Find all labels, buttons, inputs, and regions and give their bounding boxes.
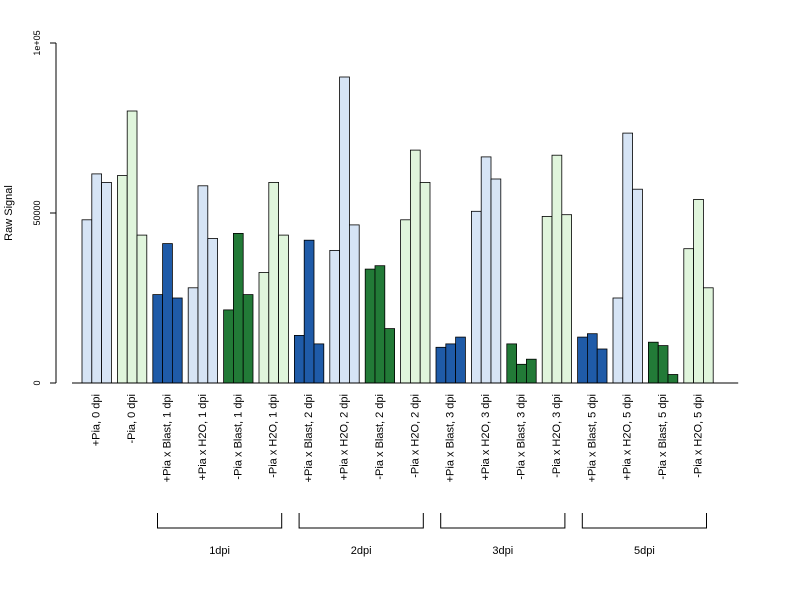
y-tick-label: 0 [32,380,42,385]
bar [197,185,209,384]
group-bracket-label: 1dpi [209,545,230,557]
bar [526,358,537,384]
x-tick-label: -Pia x H2O, 2 dpi [409,394,421,478]
bar [242,294,254,384]
x-tick-label: +Pia x H2O, 5 dpi [622,394,634,481]
x-tick-label: +Pia x H2O, 1 dpi [197,394,209,481]
bar [683,248,694,384]
y-axis-label: Raw Signal [3,185,15,241]
bar [81,219,93,384]
group-bracket [298,513,424,529]
bar [117,175,128,384]
bar [136,234,148,384]
x-tick-label: -Pia x Blast, 3 dpi [516,394,528,480]
bar [612,297,624,384]
bar [278,234,289,384]
bar [91,173,103,384]
x-tick-label: +Pia x Blast, 2 dpi [303,394,315,482]
bar [152,294,164,384]
x-tick-label: +Pia x H2O, 3 dpi [480,394,492,481]
bars [81,76,714,384]
x-tick-label: +Pia, 0 dpi [91,394,103,446]
bar [632,188,643,384]
bar [101,181,112,384]
group-brackets: 1dpi 2dpi 3dpi 5dpi [157,513,707,557]
group-bracket-label: 2dpi [351,545,372,557]
bar [374,265,386,384]
bar [293,334,305,384]
x-tick-label: +Pia x Blast, 5 dpi [586,394,598,482]
bar [207,238,219,384]
bar [703,287,714,384]
bar [419,181,431,384]
x-tick-label: -Pia x Blast, 5 dpi [657,394,669,480]
bar [329,249,340,384]
bar [667,374,679,384]
bar [657,345,669,384]
bar [516,363,527,384]
bar [364,268,376,384]
bar [187,287,199,384]
bar [480,156,492,384]
group-bracket [157,513,283,529]
bar [303,239,315,384]
x-tick-label: +Pia x Blast, 1 dpi [162,394,174,482]
x-tick-label: -Pia x H2O, 5 dpi [693,394,705,478]
bar [171,297,183,384]
group-bracket-label: 5dpi [634,545,655,557]
bar [435,346,447,384]
bar [577,336,588,384]
y-tick-label: 50000 [32,200,42,225]
x-tick-label: -Pia, 0 dpi [126,394,138,444]
x-tick-label: -Pia x Blast, 2 dpi [374,394,386,480]
x-tick-label: -Pia x Blast, 1 dpi [232,394,244,480]
bar [400,219,411,384]
bar [648,341,659,384]
group-bracket [440,513,566,529]
bar [551,154,563,384]
bar [126,110,138,384]
group-bracket [581,513,707,529]
bar [268,181,279,384]
bar [596,348,608,384]
group-bracket-label: 3dpi [492,545,513,557]
bar [409,149,421,384]
bar [470,210,482,384]
bar [506,343,517,384]
x-tick-label: -Pia x H2O, 3 dpi [551,394,563,478]
bar [258,272,270,384]
bar [561,214,572,384]
y-axis: 0 50000 1e+05 [32,30,57,386]
bar [455,336,466,384]
bar [313,343,325,384]
x-tick-label: -Pia x H2O, 1 dpi [268,394,280,478]
bar [587,333,598,384]
bar [348,224,360,384]
bar [445,343,456,384]
y-tick-label: 1e+05 [32,30,42,55]
bar [339,76,350,384]
bar [232,232,244,384]
bar [541,215,553,384]
bar [490,178,502,384]
bar [162,243,173,384]
x-tick-label: +Pia x H2O, 2 dpi [339,394,351,481]
bar [223,309,234,384]
bar [384,328,395,384]
bar [693,198,704,384]
bar [622,132,633,384]
x-tick-label: +Pia x Blast, 3 dpi [445,394,457,482]
x-tick-labels: +Pia, 0 dpi -Pia, 0 dpi +Pia x Blast, 1 dp… [91,394,705,482]
